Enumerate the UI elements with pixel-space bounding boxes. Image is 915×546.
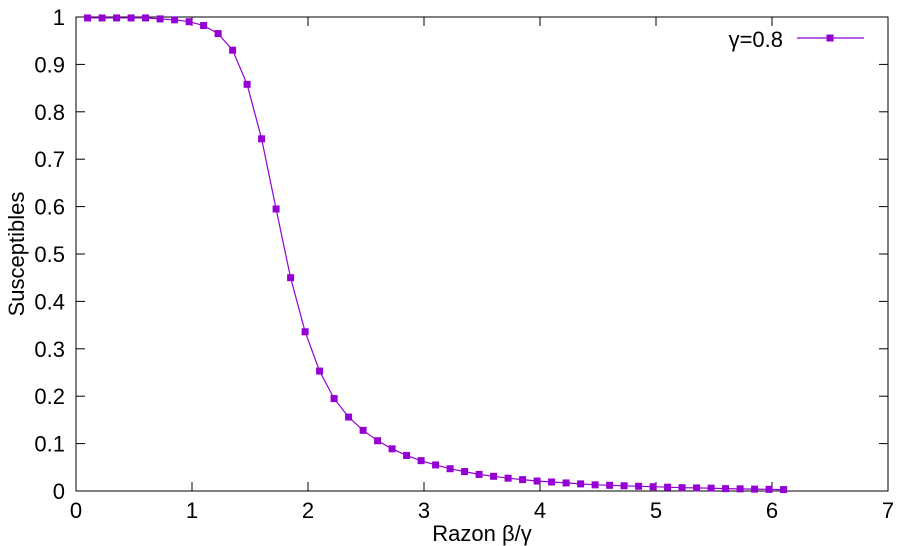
data-point bbox=[446, 465, 454, 473]
data-point bbox=[664, 483, 672, 491]
data-point bbox=[751, 485, 759, 493]
series-layer bbox=[84, 14, 788, 494]
y-axis-ticks: 0 0.1 0.2 0.3 0.4 0.5 0.6 0.7 0.8 0.9 1 bbox=[34, 5, 888, 504]
series-line bbox=[87, 17, 784, 491]
data-point bbox=[316, 367, 324, 375]
data-point bbox=[620, 482, 628, 490]
data-point bbox=[374, 437, 382, 445]
data-point bbox=[359, 426, 367, 434]
y-tick-label: 0.5 bbox=[34, 242, 65, 267]
data-point bbox=[475, 470, 483, 478]
data-point bbox=[519, 476, 527, 484]
data-point bbox=[185, 18, 193, 26]
y-tick-label: 0 bbox=[53, 479, 65, 504]
data-point bbox=[548, 478, 556, 486]
legend-marker-sample bbox=[826, 34, 834, 42]
data-point bbox=[693, 484, 701, 492]
data-point bbox=[229, 46, 237, 54]
y-tick-label: 0.1 bbox=[34, 432, 65, 457]
data-point bbox=[722, 485, 730, 493]
y-axis-label: Susceptibles bbox=[4, 192, 29, 317]
data-point bbox=[330, 395, 338, 403]
data-point bbox=[678, 484, 686, 492]
data-point bbox=[258, 135, 266, 143]
x-tick-label: 4 bbox=[534, 498, 546, 523]
data-point bbox=[490, 472, 498, 480]
y-tick-label: 0.8 bbox=[34, 100, 65, 125]
data-point bbox=[780, 486, 788, 494]
data-point bbox=[388, 445, 396, 453]
x-axis-ticks: 0 1 2 3 4 5 6 7 bbox=[70, 17, 894, 523]
data-point bbox=[301, 328, 309, 336]
x-tick-label: 3 bbox=[418, 498, 430, 523]
data-point bbox=[127, 14, 135, 22]
data-point bbox=[345, 413, 353, 421]
data-point bbox=[287, 274, 295, 282]
data-point bbox=[113, 14, 121, 22]
data-point bbox=[98, 14, 106, 22]
y-tick-label: 0.9 bbox=[34, 52, 65, 77]
x-tick-label: 6 bbox=[766, 498, 778, 523]
y-tick-label: 0.3 bbox=[34, 337, 65, 362]
data-point bbox=[171, 16, 179, 24]
y-tick-label: 0.6 bbox=[34, 195, 65, 220]
data-point bbox=[533, 477, 541, 485]
data-point bbox=[504, 474, 512, 482]
y-tick-label: 0.7 bbox=[34, 147, 65, 172]
data-point bbox=[649, 483, 657, 491]
data-point bbox=[272, 205, 280, 213]
data-point bbox=[417, 457, 425, 465]
y-tick-label: 0.2 bbox=[34, 384, 65, 409]
x-tick-label: 1 bbox=[186, 498, 198, 523]
y-tick-label: 0.4 bbox=[34, 289, 65, 314]
legend: γ=0.8 bbox=[729, 27, 864, 52]
data-point bbox=[707, 484, 715, 492]
data-point bbox=[432, 461, 440, 469]
data-point bbox=[214, 30, 222, 38]
x-tick-label: 2 bbox=[302, 498, 314, 523]
data-point bbox=[84, 14, 92, 22]
data-point bbox=[635, 482, 643, 490]
data-point bbox=[200, 22, 208, 30]
x-tick-label: 0 bbox=[70, 498, 82, 523]
data-point bbox=[736, 485, 744, 493]
data-point bbox=[562, 479, 570, 487]
x-tick-label: 7 bbox=[882, 498, 894, 523]
x-axis-label: Razon β/γ bbox=[432, 521, 531, 546]
y-tick-label: 1 bbox=[53, 5, 65, 30]
x-tick-label: 5 bbox=[650, 498, 662, 523]
data-point bbox=[765, 485, 773, 493]
plot-frame bbox=[75, 16, 889, 492]
data-point bbox=[461, 468, 469, 476]
data-point bbox=[243, 80, 251, 88]
data-point bbox=[156, 15, 164, 23]
data-point bbox=[591, 481, 599, 489]
data-point bbox=[142, 14, 150, 22]
data-point bbox=[403, 451, 411, 459]
legend-label: γ=0.8 bbox=[729, 27, 783, 52]
data-point bbox=[577, 480, 585, 488]
data-point bbox=[606, 481, 614, 489]
